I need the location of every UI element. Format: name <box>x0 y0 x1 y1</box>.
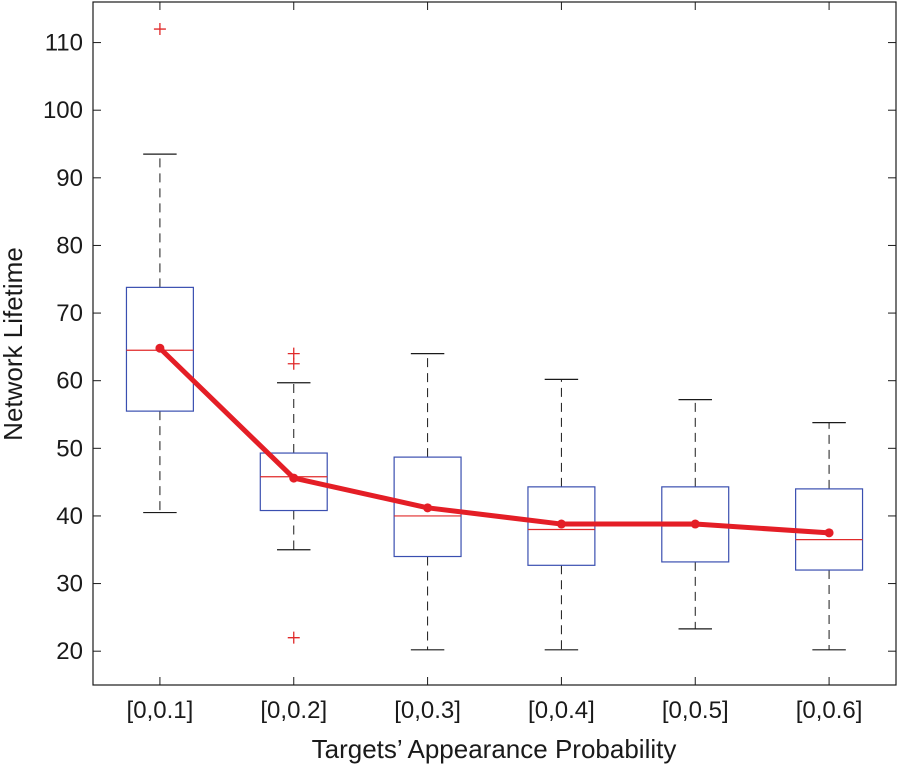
y-tick-label: 20 <box>56 638 83 665</box>
mean-point <box>690 519 700 529</box>
y-tick-label: 30 <box>56 571 83 598</box>
box-group <box>527 378 596 651</box>
x-tick-label: [0,0.4] <box>528 697 595 724</box>
y-axis: 20 30 40 50 60 70 80 90 100 110 <box>43 30 896 665</box>
x-tick-label: [0,0.3] <box>394 697 461 724</box>
mean-point <box>824 528 834 538</box>
y-tick-label: 90 <box>56 165 83 192</box>
x-tick-label: [0,0.1] <box>127 697 194 724</box>
mean-point <box>423 503 433 513</box>
y-tick-label: 110 <box>45 30 83 57</box>
y-axis-title: Network Lifetime <box>0 247 28 441</box>
mean-line <box>157 345 832 536</box>
box-series <box>125 23 864 651</box>
x-axis-title: Targets’ Appearance Probability <box>312 734 677 764</box>
y-tick-label: 70 <box>56 300 83 327</box>
outlier-marker <box>287 357 300 370</box>
mean-point <box>155 343 165 353</box>
y-tick-label: 40 <box>56 503 83 530</box>
y-tick-label: 100 <box>43 97 83 124</box>
x-tick-label: [0,0.5] <box>662 697 729 724</box>
y-tick-label: 80 <box>56 232 83 259</box>
plot-frame <box>92 1 897 686</box>
y-tick-label: 60 <box>56 368 83 395</box>
outlier-marker <box>287 347 300 360</box>
mean-line-series <box>155 343 834 538</box>
mean-point <box>289 473 299 483</box>
y-tick-label: 50 <box>56 435 83 462</box>
outlier-marker <box>287 631 300 644</box>
box-group <box>661 399 730 630</box>
mean-point <box>556 519 566 529</box>
x-axis: [0,0.1] [0,0.2] [0,0.3] [0,0.4] [0,0.5] [0,0.… <box>127 2 863 724</box>
outlier-marker <box>153 23 166 36</box>
box-group <box>259 347 328 644</box>
x-tick-label: [0,0.6] <box>796 697 863 724</box>
x-tick-label: [0,0.2] <box>260 697 327 724</box>
box-group <box>125 23 194 514</box>
